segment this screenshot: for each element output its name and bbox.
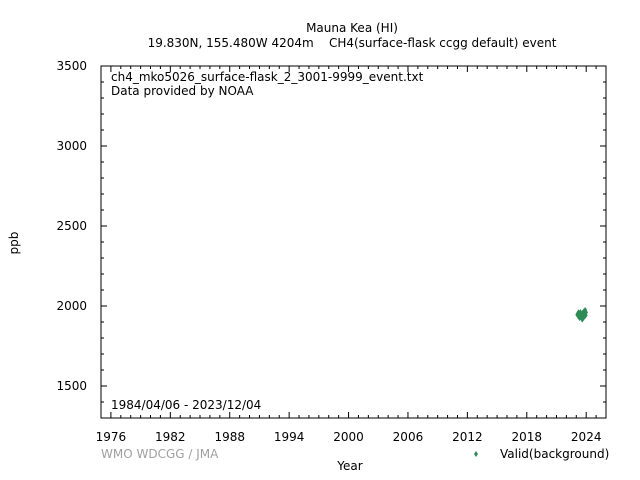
x-tick-label: 1988	[214, 430, 245, 444]
file-annotation: ch4_mko5026_surface-flask_2_3001-9999_ev…	[111, 70, 424, 84]
data-point	[580, 313, 585, 320]
chart-subtitle: 19.830N, 155.480W 4204m CH4(surface-flas…	[148, 36, 557, 50]
y-tick-label: 1500	[56, 379, 87, 393]
provider-annotation: Data provided by NOAA	[111, 84, 254, 98]
legend-label: Valid(background)	[500, 447, 609, 461]
y-tick-label: 3500	[56, 59, 87, 73]
x-tick-label: 1994	[274, 430, 305, 444]
x-axis: 1976 1982 1988 1994 2000 2006 2012 2018 2024	[96, 66, 607, 444]
y-tick-label: 2000	[56, 299, 87, 313]
y-tick-label: 3000	[56, 139, 87, 153]
y-axis: 1500 2000 2500 3000 3500	[56, 59, 606, 403]
x-tick-label: 2000	[333, 430, 364, 444]
y-axis-label: ppb	[7, 232, 21, 255]
x-tick-label: 1982	[155, 430, 186, 444]
x-tick-label: 1976	[96, 430, 127, 444]
x-axis-label: Year	[336, 459, 362, 473]
chart-title: Mauna Kea (HI)	[306, 21, 398, 35]
x-tick-label: 2012	[452, 430, 483, 444]
legend: Valid(background)	[474, 447, 609, 461]
legend-marker-diamond	[474, 451, 478, 457]
credit-text: WMO WDCGG / JMA	[101, 447, 219, 461]
data-point	[582, 309, 587, 316]
x-tick-label: 2006	[393, 430, 424, 444]
y-tick-label: 2500	[56, 219, 87, 233]
x-tick-label: 2018	[512, 430, 543, 444]
data-points	[575, 307, 588, 323]
plot-area-frame	[100, 65, 607, 419]
x-tick-label: 2024	[571, 430, 602, 444]
period-annotation: 1984/04/06 - 2023/12/04	[111, 398, 261, 412]
